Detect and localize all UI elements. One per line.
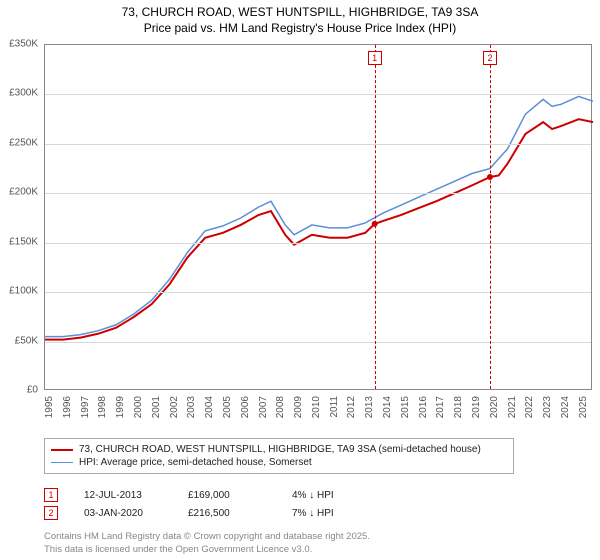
x-tick-label: 2024 (560, 396, 571, 418)
legend-swatch (51, 449, 73, 451)
attribution-line-1: Contains HM Land Registry data © Crown c… (44, 531, 370, 543)
marker-table-row: 1 12-JUL-2013 £169,000 4% ↓ HPI (44, 486, 370, 504)
marker-delta: 7% ↓ HPI (292, 508, 370, 519)
x-tick-label: 2005 (222, 396, 233, 418)
marker-date: 03-JAN-2020 (84, 508, 162, 519)
marker-price: £169,000 (188, 490, 266, 501)
x-tick-label: 2017 (435, 396, 446, 418)
x-tick-label: 1999 (115, 396, 126, 418)
x-tick-label: 2007 (258, 396, 269, 418)
marker-box: 2 (483, 51, 497, 65)
marker-vline (490, 45, 491, 389)
y-tick-label: £200K (9, 187, 38, 198)
y-tick-label: £150K (9, 236, 38, 247)
grid-line (45, 193, 591, 194)
marker-delta: 4% ↓ HPI (292, 490, 370, 501)
x-tick-label: 2003 (186, 396, 197, 418)
x-tick-label: 2011 (329, 396, 340, 418)
y-tick-label: £350K (9, 39, 38, 50)
marker-date: 12-JUL-2013 (84, 490, 162, 501)
x-tick-label: 2016 (418, 396, 429, 418)
x-tick-label: 2013 (364, 396, 375, 418)
legend-row: HPI: Average price, semi-detached house,… (51, 456, 507, 469)
x-tick-label: 2012 (346, 396, 357, 418)
x-tick-label: 2023 (542, 396, 553, 418)
grid-line (45, 342, 591, 343)
x-tick-label: 2008 (275, 396, 286, 418)
y-tick-label: £50K (15, 335, 38, 346)
x-tick-label: 2021 (507, 396, 518, 418)
attribution-line-2: This data is licensed under the Open Gov… (44, 544, 370, 556)
marker-id-box: 1 (44, 488, 58, 502)
y-tick-label: £300K (9, 88, 38, 99)
marker-box: 1 (368, 51, 382, 65)
chart-svg (45, 45, 591, 389)
legend-label: 73, CHURCH ROAD, WEST HUNTSPILL, HIGHBRI… (79, 444, 481, 455)
x-tick-label: 2002 (169, 396, 180, 418)
x-tick-label: 1996 (62, 396, 73, 418)
x-tick-label: 2019 (471, 396, 482, 418)
chart-legend: 73, CHURCH ROAD, WEST HUNTSPILL, HIGHBRI… (44, 438, 514, 474)
x-tick-label: 2014 (382, 396, 393, 418)
title-line-1: 73, CHURCH ROAD, WEST HUNTSPILL, HIGHBRI… (0, 4, 600, 20)
sale-marker-table: 1 12-JUL-2013 £169,000 4% ↓ HPI 2 03-JAN-2020… (44, 486, 370, 522)
series-line (45, 96, 593, 336)
x-tick-label: 1997 (80, 396, 91, 418)
x-tick-label: 2022 (524, 396, 535, 418)
x-tick-label: 2000 (133, 396, 144, 418)
x-axis-labels: 1995 1996 1997 1998 1999 2000 2001 2002 2003 2004… (44, 392, 592, 434)
x-tick-label: 2020 (489, 396, 500, 418)
attribution-text: Contains HM Land Registry data © Crown c… (44, 531, 370, 556)
y-tick-label: £250K (9, 137, 38, 148)
marker-id-box: 2 (44, 506, 58, 520)
legend-row: 73, CHURCH ROAD, WEST HUNTSPILL, HIGHBRI… (51, 443, 507, 456)
x-tick-label: 1995 (44, 396, 55, 418)
legend-label: HPI: Average price, semi-detached house,… (79, 457, 312, 468)
marker-table-row: 2 03-JAN-2020 £216,500 7% ↓ HPI (44, 504, 370, 522)
chart-plot-area: 12 (44, 44, 592, 390)
y-axis-labels: £0£50K£100K£150K£200K£250K£300K£350K (0, 44, 42, 390)
grid-line (45, 94, 591, 95)
x-tick-label: 1998 (97, 396, 108, 418)
y-tick-label: £100K (9, 286, 38, 297)
x-tick-label: 2006 (240, 396, 251, 418)
marker-price: £216,500 (188, 508, 266, 519)
x-tick-label: 2018 (453, 396, 464, 418)
title-line-2: Price paid vs. HM Land Registry's House … (0, 20, 600, 36)
chart-title: 73, CHURCH ROAD, WEST HUNTSPILL, HIGHBRI… (0, 0, 600, 38)
x-tick-label: 2009 (293, 396, 304, 418)
grid-line (45, 144, 591, 145)
x-tick-label: 2015 (400, 396, 411, 418)
legend-swatch (51, 462, 73, 464)
y-tick-label: £0 (27, 385, 38, 396)
grid-line (45, 292, 591, 293)
grid-line (45, 243, 591, 244)
x-tick-label: 2004 (204, 396, 215, 418)
marker-vline (375, 45, 376, 389)
x-tick-label: 2025 (578, 396, 589, 418)
series-line (45, 119, 593, 339)
x-tick-label: 2010 (311, 396, 322, 418)
x-tick-label: 2001 (151, 396, 162, 418)
